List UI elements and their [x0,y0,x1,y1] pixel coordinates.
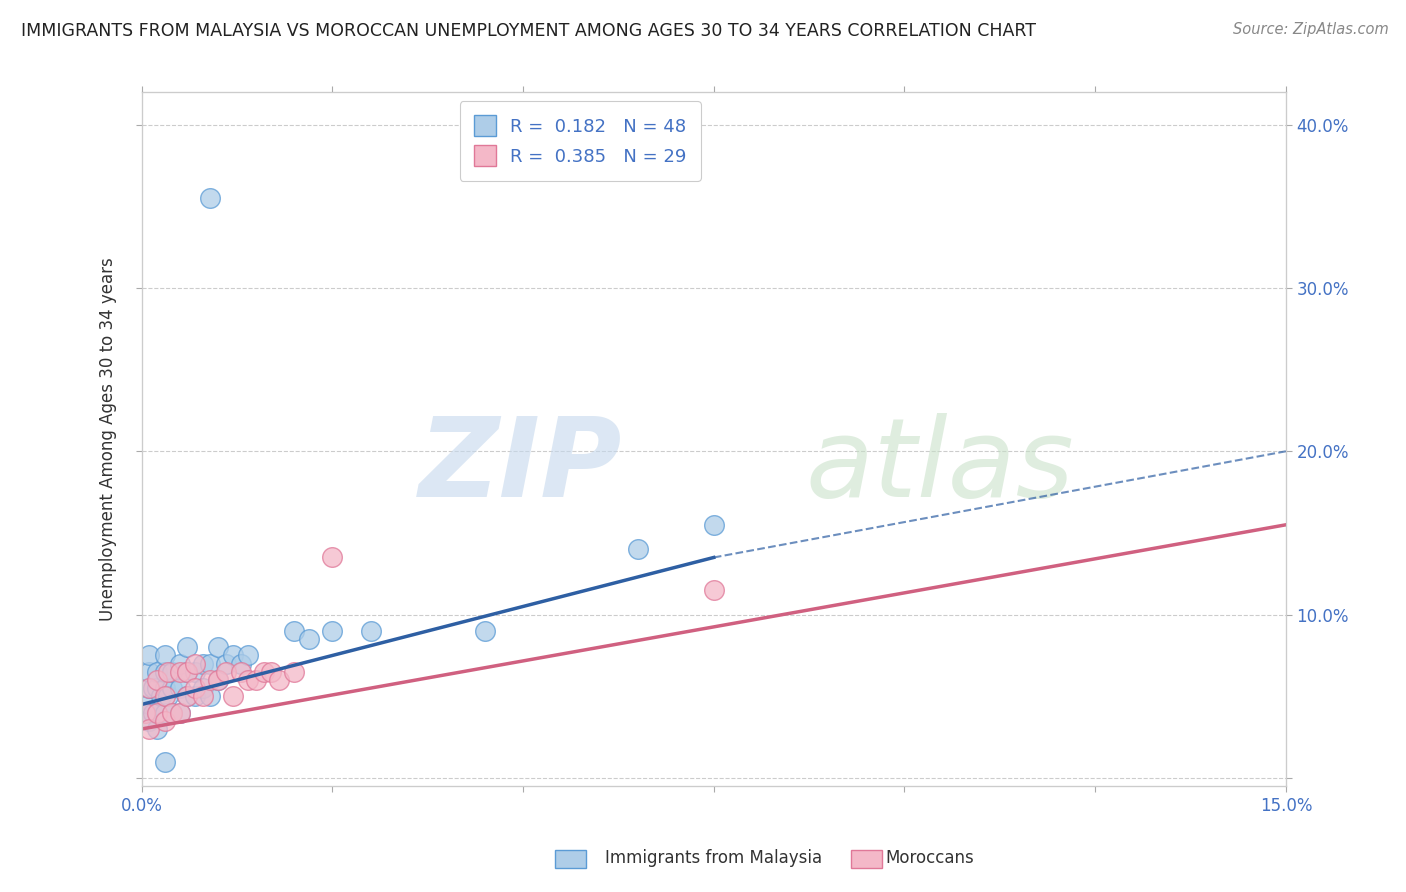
Point [191,681,214,695]
Y-axis label: Unemployment Among Ages 30 to 34 years: Unemployment Among Ages 30 to 34 years [100,257,117,621]
Point [184,690,207,704]
Point [176,640,198,655]
Point [703,583,725,598]
Point [229,665,252,679]
Point [153,648,176,663]
Point [222,690,245,704]
Point [153,665,176,679]
Point [360,624,382,638]
Point [207,673,229,687]
Legend: R =  0.182   N = 48, R =  0.385   N = 29: R = 0.182 N = 48, R = 0.385 N = 29 [460,101,702,180]
Point [200,673,222,687]
Point [169,706,191,720]
Point [142,706,165,720]
Point [191,690,214,704]
Point [184,657,207,671]
Point [283,665,305,679]
Point [298,632,321,647]
Point [160,665,183,679]
Point [153,755,176,769]
FancyBboxPatch shape [851,850,882,868]
Point [222,648,245,663]
Point [207,640,229,655]
Point [321,550,343,565]
Point [214,665,236,679]
Point [283,624,305,638]
Point [138,681,160,695]
Point [138,681,160,695]
Text: Immigrants from Malaysia: Immigrants from Malaysia [605,849,821,867]
Point [142,681,165,695]
Point [176,690,198,704]
Point [229,657,252,671]
Point [146,706,169,720]
Point [146,681,169,695]
Point [474,624,496,638]
Text: Source: ZipAtlas.com: Source: ZipAtlas.com [1233,22,1389,37]
Point [153,690,176,704]
Point [146,673,169,687]
Point [157,665,180,679]
Point [149,690,172,704]
Text: IMMIGRANTS FROM MALAYSIA VS MOROCCAN UNEMPLOYMENT AMONG AGES 30 TO 34 YEARS CORR: IMMIGRANTS FROM MALAYSIA VS MOROCCAN UNE… [21,22,1036,40]
Point [238,673,260,687]
Point [160,681,183,695]
Point [253,665,276,679]
Point [214,657,236,671]
Point [200,191,222,205]
Point [153,714,176,728]
Point [703,517,725,532]
Point [146,706,169,720]
Point [157,690,180,704]
Point [626,542,648,557]
Point [238,648,260,663]
Text: atlas: atlas [806,413,1074,520]
Point [207,673,229,687]
Point [138,714,160,728]
Point [200,690,222,704]
Point [184,665,207,679]
Point [160,706,183,720]
Point [176,665,198,679]
Point [146,665,169,679]
Point [267,673,290,687]
Point [134,706,156,720]
Text: ZIP: ZIP [419,413,623,520]
Point [138,648,160,663]
Point [176,690,198,704]
Point [169,681,191,695]
Point [191,657,214,671]
Point [184,681,207,695]
Point [321,624,343,638]
Point [134,706,156,720]
Point [260,665,283,679]
Point [138,722,160,736]
Point [169,657,191,671]
Point [245,673,267,687]
Point [153,706,176,720]
Point [200,657,222,671]
Text: Moroccans: Moroccans [886,849,974,867]
Point [176,665,198,679]
Point [138,665,160,679]
Point [169,706,191,720]
FancyBboxPatch shape [555,850,586,868]
Point [153,681,176,695]
Point [169,665,191,679]
Point [160,706,183,720]
Point [146,722,169,736]
Point [138,698,160,712]
